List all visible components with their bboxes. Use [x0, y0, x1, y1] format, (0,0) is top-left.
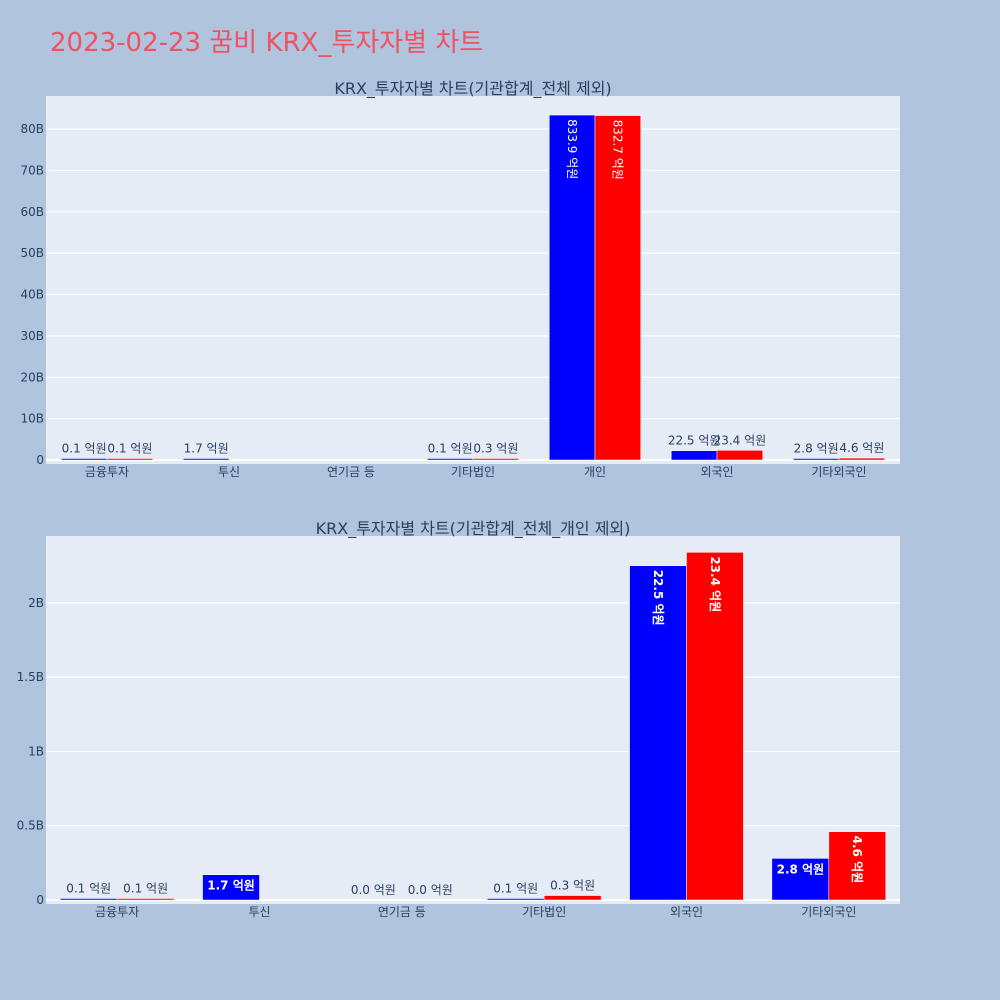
c1-y-tick-label: 70B: [20, 163, 44, 177]
c2-data-label: 0.1 억원: [66, 882, 111, 896]
c2-y-tick-label: 1B: [28, 744, 44, 758]
c1-x-tick-label: 기타법인: [451, 465, 495, 479]
c2-plot-area: [46, 536, 900, 904]
c2-bar: [59, 898, 118, 901]
c1-data-label: 0.1 억원: [62, 442, 107, 456]
c2-data-label: 1.7 억원: [207, 879, 255, 893]
c1-bar: [183, 458, 230, 461]
c1-data-label: 4.6 억원: [839, 441, 884, 455]
c2-x-tick-label: 외국인: [670, 905, 703, 919]
c2-x-tick-label: 기타법인: [522, 905, 566, 919]
c2-data-label: 23.4 억원: [708, 556, 722, 612]
c1-y-tick-label: 80B: [20, 122, 44, 136]
c2-data-label: 22.5 억원: [651, 570, 665, 626]
c1-data-label: 2.8 억원: [794, 442, 839, 456]
c1-data-label: 0.3 억원: [473, 442, 518, 456]
c2-x-tick-label: 투신: [248, 905, 270, 919]
c1-x-tick-label: 기타외국인: [811, 465, 866, 479]
c1-bar: [106, 458, 153, 461]
c2-x-tick-label: 연기금 등: [378, 905, 426, 919]
c2-data-label: 4.6 억원: [850, 836, 864, 884]
c2-data-label: 0.1 억원: [493, 882, 538, 896]
c2-data-label: 0.1 억원: [123, 882, 168, 896]
c1-title: KRX_투자자별 차트(기관합계_전체 제외): [334, 79, 611, 99]
c2-bar: [629, 565, 687, 901]
c1-x-tick-label: 투신: [218, 465, 240, 479]
c2-x-tick-label: 기타외국인: [801, 905, 856, 919]
c2-bar: [543, 895, 602, 901]
c1-data-label: 0.1 억원: [107, 442, 152, 456]
c2-bar: [686, 552, 744, 901]
c1-x-tick-label: 연기금 등: [327, 465, 375, 479]
c1-y-tick-label: 40B: [20, 288, 44, 302]
c1-x-tick-label: 금융투자: [85, 465, 129, 479]
c2-bar: [771, 858, 830, 901]
c1-x-tick-label: 외국인: [700, 465, 733, 479]
c1-y-tick-label: 10B: [20, 412, 44, 426]
c1-bar: [549, 114, 596, 461]
c1-y-tick-label: 30B: [20, 329, 44, 343]
c1-y-tick-label: 50B: [20, 246, 44, 260]
c1-data-label: 832.7 억원: [611, 120, 625, 180]
c2-y-tick-label: 0.5B: [17, 819, 44, 833]
c1-bar: [472, 458, 519, 461]
c1-bar: [716, 450, 763, 461]
c2-data-label: 0.0 억원: [408, 883, 453, 897]
c2-bar: [828, 831, 887, 901]
c1-plot-area: [46, 96, 900, 464]
c2-x-tick-label: 금융투자: [95, 905, 139, 919]
c1-bar: [671, 450, 718, 461]
c2-y-tick-label: 0: [36, 893, 44, 907]
c1-y-tick-label: 60B: [20, 205, 44, 219]
c2-bar: [486, 898, 545, 901]
c1-bar: [427, 458, 474, 461]
c1-bar: [838, 457, 885, 461]
c2-bar: [116, 898, 175, 901]
c2-data-label: 0.3 억원: [550, 879, 595, 893]
c1-bar: [61, 458, 108, 461]
c2-y-tick-label: 2B: [28, 596, 44, 610]
c1-bar: [594, 115, 641, 461]
c2-data-label: 2.8 억원: [777, 862, 825, 876]
c1-x-tick-label: 개인: [584, 465, 606, 479]
page-title: 2023-02-23 꿈비 KRX_투자자별 차트: [50, 28, 484, 58]
c1-y-tick-label: 20B: [20, 370, 44, 384]
c2-bar: [202, 874, 260, 901]
c1-data-label: 1.7 억원: [184, 442, 229, 456]
c1-bar: [793, 458, 840, 461]
c2-data-label: 0.0 억원: [351, 883, 396, 897]
c2-y-tick-label: 1.5B: [17, 670, 44, 684]
c1-y-tick-label: 0: [36, 453, 44, 467]
c1-data-label: 0.1 억원: [428, 442, 473, 456]
c1-data-label: 833.9 억원: [565, 119, 579, 179]
c1-data-label: 22.5 억원: [668, 434, 721, 448]
c2-title: KRX_투자자별 차트(기관합계_전체_개인 제외): [316, 519, 631, 539]
c1-data-label: 23.4 억원: [714, 433, 767, 447]
